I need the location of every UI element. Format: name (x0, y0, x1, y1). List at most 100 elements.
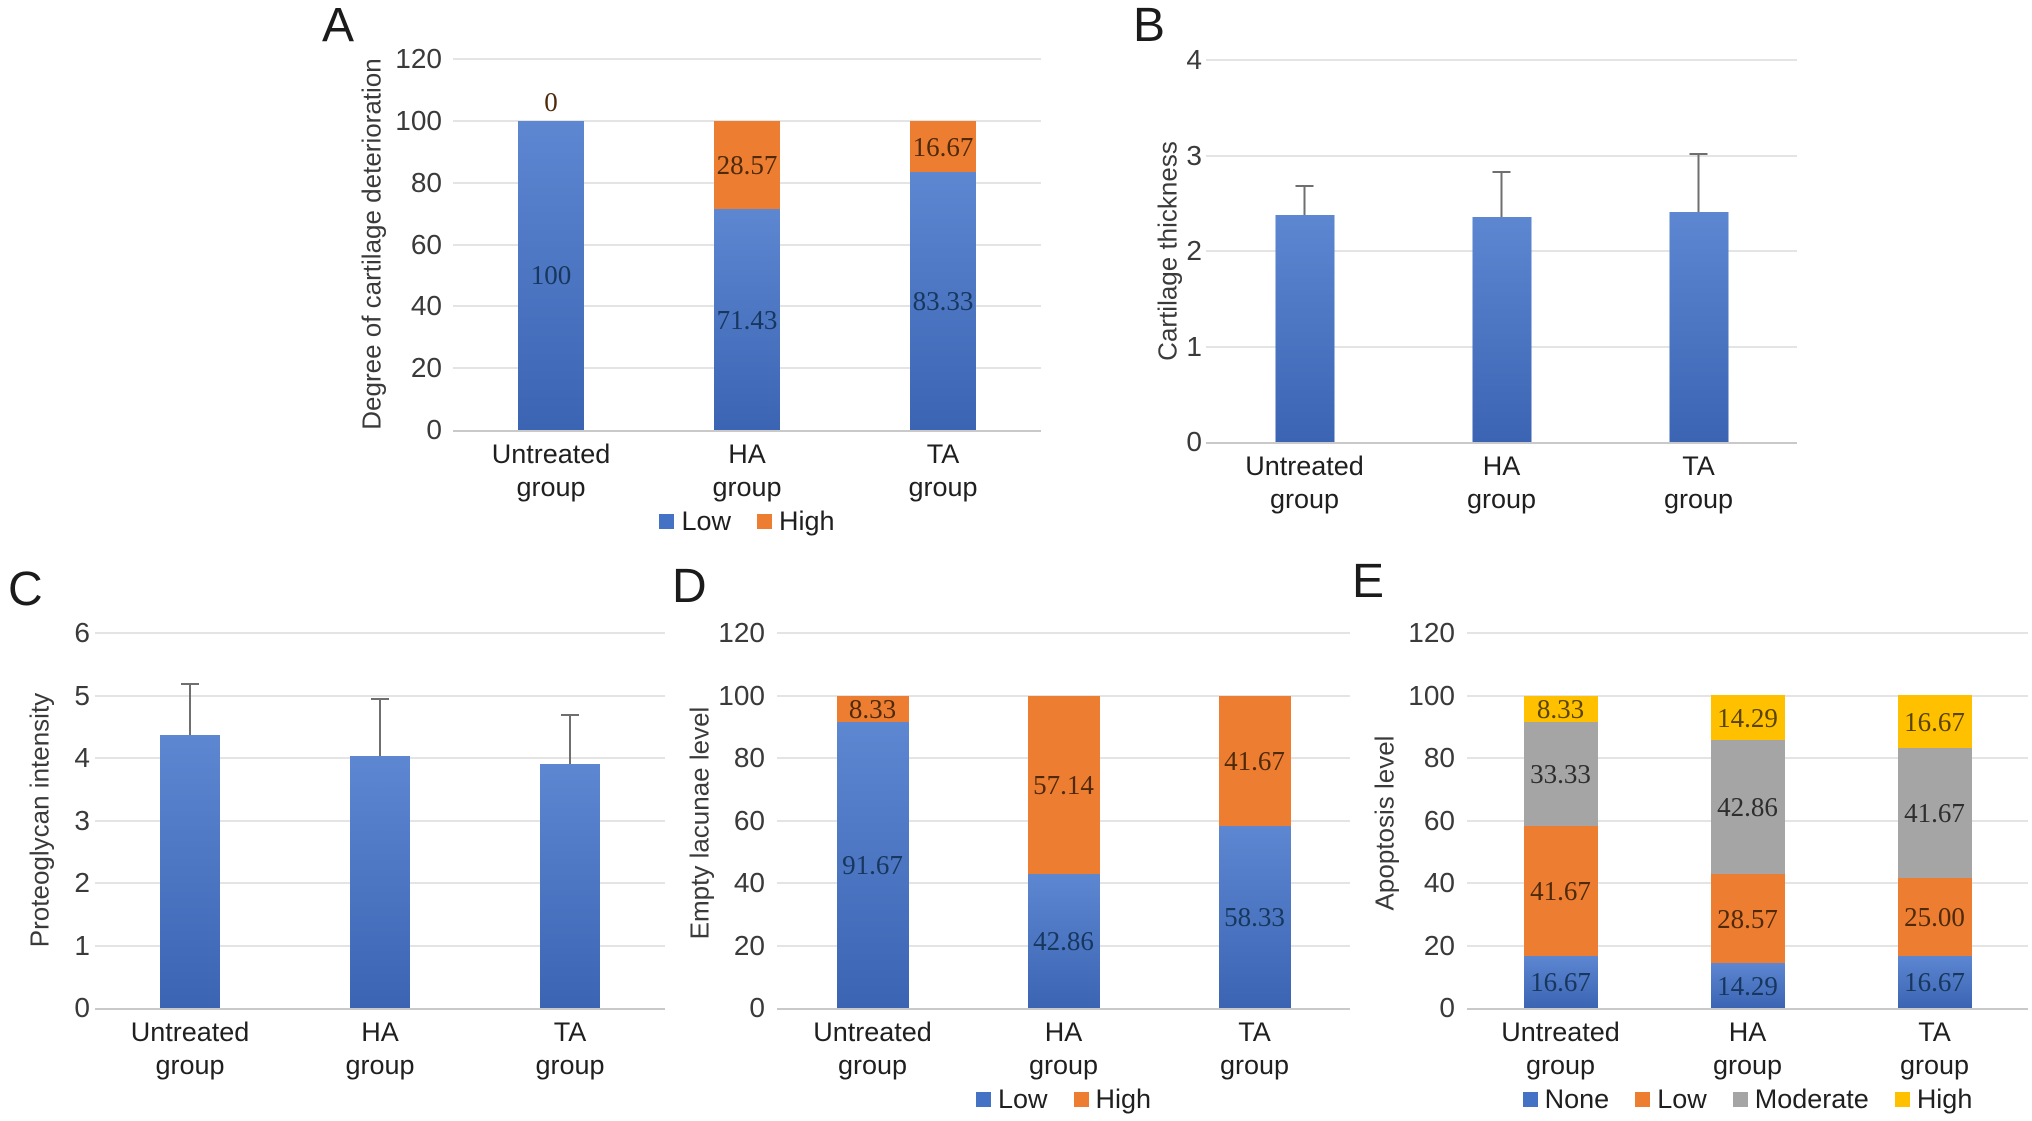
legend-swatch-low (1635, 1092, 1651, 1107)
bar-segment-low (836, 721, 909, 1008)
bar-segment-low (1523, 825, 1598, 956)
bar-segment-proteoglycan intensity (540, 764, 600, 1008)
bar-ta (1669, 60, 1728, 442)
error-bar (1500, 172, 1503, 217)
x-category-label: Untreated group (1245, 450, 1364, 516)
panel-letter: D (672, 560, 707, 613)
bar-segment-moderate (1523, 721, 1598, 826)
bar-segment-cartilage thickness (1472, 216, 1531, 442)
gridline-y-60 (1467, 819, 2028, 822)
y-tick-3: 3 (1186, 139, 1202, 171)
error-bar-cap (561, 713, 579, 716)
data-label-high: 16.67 (1904, 706, 1965, 737)
bar-segment-moderate (1897, 747, 1972, 878)
legend-label: Low (1657, 1084, 1707, 1114)
bar-segment-low (714, 209, 780, 430)
bar-ha: 71.43 28.57 (714, 59, 780, 430)
x-category-label-line: HA (728, 439, 766, 469)
data-label-high: 28.57 (716, 150, 778, 180)
bar-segment-low (1710, 874, 1785, 964)
bar-segment-high (1710, 695, 1785, 741)
legend-item-high: High (757, 506, 835, 537)
x-category-label: TA group (1664, 450, 1733, 516)
x-category-label: TA group (1900, 1016, 1969, 1082)
legend-label: Moderate (1754, 1084, 1869, 1114)
panel-letter: C (8, 563, 43, 616)
bar-segment-proteoglycan intensity (160, 734, 220, 1008)
plot-area: 91.67 8.33 42.86 57.14 58.33 41.67 (777, 632, 1350, 1010)
bar-segment-moderate (1710, 740, 1785, 875)
x-axis-labels: Untreated group HA group TA group (1467, 1016, 2028, 1082)
legend-item-high: High (1073, 1084, 1152, 1115)
bar-segment-high (714, 120, 780, 210)
bar-segment-proteoglycan intensity (350, 756, 410, 1008)
bar-segment-cartilage thickness (1669, 211, 1728, 442)
gridline-y-4 (1206, 59, 1797, 61)
legend-swatch-low (659, 514, 675, 529)
gridline-y-60 (453, 243, 1041, 246)
y-tick-20: 20 (410, 352, 442, 384)
bar-segment-none (1523, 955, 1598, 1008)
x-category-label-line: HA (1482, 451, 1521, 481)
y-tick-1: 1 (1186, 330, 1202, 362)
legend-label: None (1544, 1084, 1610, 1114)
x-category-label-line: group (345, 1050, 415, 1080)
x-axis-labels: Untreated group HA group TA group (777, 1016, 1350, 1082)
legend-swatch-none (1522, 1092, 1538, 1107)
error-bar-cap (1492, 170, 1511, 173)
y-axis-title: Cartilage thickness (1152, 141, 1183, 361)
y-tick-20: 20 (733, 929, 765, 961)
y-tick-3: 3 (74, 804, 90, 836)
gridline-y-3 (1206, 154, 1797, 157)
x-category-label: HA group (1029, 1016, 1098, 1082)
gridline-y-120 (777, 632, 1350, 634)
x-category-label: Untreated group (1501, 1016, 1620, 1082)
x-category-label: HA group (345, 1016, 414, 1082)
bar-ta (540, 633, 600, 1008)
data-label-low: 83.33 (912, 286, 974, 317)
x-category-label: Untreated group (492, 438, 611, 504)
x-category-label-line: group (837, 1050, 908, 1080)
y-tick-100: 100 (1408, 679, 1455, 711)
y-axis-ticks: 0 20 40 60 80 100 120 (380, 44, 442, 445)
bar-segment-high (1027, 695, 1100, 875)
legend-swatch-high (1073, 1092, 1089, 1107)
gridline-y-60 (777, 819, 1350, 822)
data-label-low: 41.67 (1530, 875, 1591, 906)
y-tick-0: 0 (1186, 426, 1202, 457)
data-label-high: 14.29 (1717, 702, 1778, 733)
y-tick-60: 60 (410, 228, 442, 260)
y-tick-80: 80 (1423, 742, 1455, 773)
x-category-label-line: Untreated (813, 1017, 932, 1047)
bar-untreated (1275, 60, 1334, 442)
data-label-low: 91.67 (842, 849, 903, 880)
legend-label: High (1095, 1084, 1152, 1114)
gridline-y-20 (453, 367, 1041, 370)
x-category-label-line: HA (1044, 1017, 1083, 1047)
x-category-label: TA group (1220, 1016, 1289, 1082)
legend-item-moderate: Moderate (1732, 1084, 1869, 1115)
y-tick-6: 6 (74, 617, 90, 648)
data-label-high: 57.14 (1033, 769, 1094, 800)
x-category-label-line: group (1219, 1050, 1290, 1080)
x-axis-labels: Untreated group HA group TA group (453, 438, 1041, 508)
error-bar (1303, 187, 1306, 215)
y-tick-60: 60 (1423, 804, 1455, 836)
bar-segment-high (910, 120, 976, 173)
y-tick-40: 40 (410, 290, 442, 322)
panel-letter: E (1352, 555, 1385, 608)
legend-label: Low (681, 506, 731, 536)
y-tick-100: 100 (718, 679, 765, 711)
y-axis-title: Empty lacunae level (684, 706, 715, 940)
y-tick-100: 100 (395, 104, 442, 136)
y-tick-5: 5 (74, 679, 90, 711)
panel-letter: A (322, 0, 355, 52)
gridline-y-120 (1467, 632, 2028, 634)
x-category-label-line: TA (1238, 1017, 1271, 1047)
gridline-y-80 (777, 757, 1350, 759)
x-category-label-line: Untreated (491, 439, 611, 469)
legend-swatch-low (975, 1092, 991, 1107)
bar-segment-low (1218, 825, 1291, 1008)
gridline-y-80 (1467, 757, 2028, 759)
legend: Low High (777, 1084, 1350, 1115)
